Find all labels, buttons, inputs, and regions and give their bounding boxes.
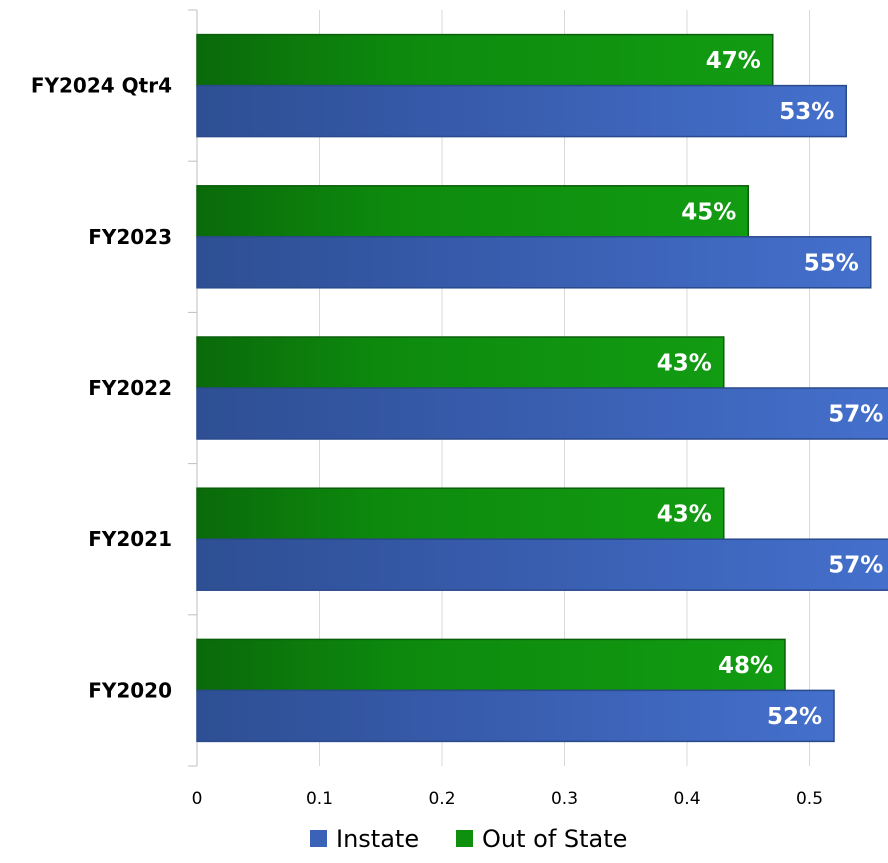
bar-out-of-state <box>196 33 774 87</box>
data-label: 53% <box>779 99 834 125</box>
data-label: 57% <box>828 402 883 428</box>
category-label: FY2023 <box>88 225 172 249</box>
legend-label: Out of State <box>482 825 627 853</box>
data-label: 57% <box>828 553 883 579</box>
bar-instate <box>196 84 847 138</box>
bars: 47% 53% 45% 55% 43% 57% 43% 57% 48% 52% <box>196 33 888 743</box>
data-label: 52% <box>767 704 822 730</box>
bar-instate <box>196 387 888 440</box>
legend-swatch <box>456 830 473 847</box>
bar-instate <box>196 689 835 743</box>
x-tick-label: 0.3 <box>551 789 578 809</box>
data-label: 48% <box>718 653 773 679</box>
x-tick-label: 0.1 <box>306 789 333 809</box>
data-label: 43% <box>657 351 712 377</box>
data-label: 45% <box>681 199 736 225</box>
category-label: FY2020 <box>88 678 172 702</box>
category-label: FY2021 <box>88 527 172 551</box>
category-label: FY2024 Qtr4 <box>31 74 172 98</box>
bar-out-of-state <box>196 185 749 238</box>
legend: Instate Out of State <box>310 825 627 853</box>
data-label: 55% <box>804 250 859 276</box>
legend-swatch <box>310 830 327 847</box>
bar-instate <box>196 236 872 289</box>
x-tick-label: 0 <box>192 789 203 809</box>
x-tick-label: 0.2 <box>428 789 455 809</box>
data-label: 43% <box>657 502 712 528</box>
y-axis <box>188 9 198 767</box>
data-label: 47% <box>706 48 761 74</box>
bar-out-of-state <box>196 487 725 540</box>
bar-out-of-state <box>196 638 786 692</box>
x-tick-label: 0.4 <box>673 789 700 809</box>
x-tick-label: 0.5 <box>796 789 823 809</box>
bar-out-of-state <box>196 336 725 389</box>
bar-instate <box>196 538 888 591</box>
x-tick-labels: 0 0.1 0.2 0.3 0.4 0.5 <box>192 789 823 809</box>
legend-label: Instate <box>336 825 419 853</box>
category-label: FY2022 <box>88 376 172 400</box>
category-labels: FY2024 Qtr4 FY2023 FY2022 FY2021 FY2020 <box>31 74 172 703</box>
